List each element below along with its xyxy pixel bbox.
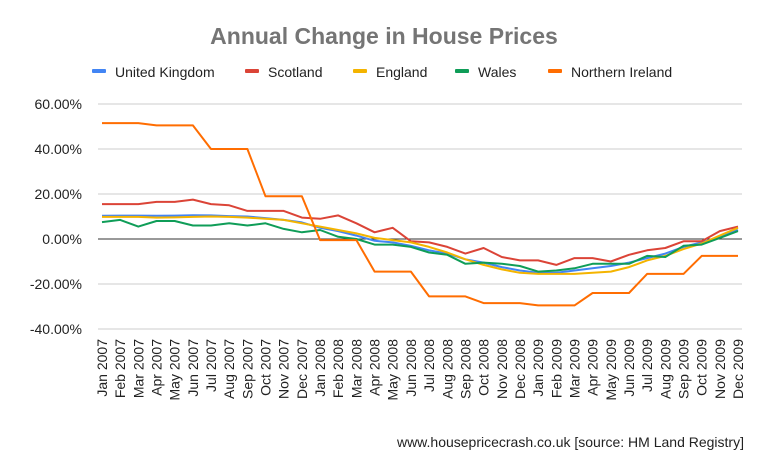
chart-title: Annual Change in House Prices: [210, 23, 558, 49]
x-tick-label: May 2009: [603, 339, 619, 401]
x-tick-label: Jan 2007: [94, 339, 110, 397]
x-tick-label: Jun 2009: [621, 339, 637, 397]
x-tick-label: Oct 2008: [476, 339, 492, 396]
y-tick-label: 60.00%: [35, 96, 82, 112]
series-line-england: [102, 215, 739, 275]
series-line-northern-ireland: [102, 122, 738, 307]
legend-swatch-united-kingdom: [92, 69, 106, 73]
x-tick-label: Sep 2007: [239, 339, 255, 399]
x-tick-label: Feb 2009: [548, 339, 564, 398]
y-tick-label: 40.00%: [35, 141, 82, 157]
legend-swatch-england: [353, 69, 367, 73]
x-tick-label: Apr 2007: [149, 339, 165, 396]
legend-label: Wales: [478, 64, 516, 80]
y-tick-label: 20.00%: [35, 186, 82, 202]
x-axis: Jan 2007 Feb 2007 Mar 2007 Apr 2007 May 2007…: [94, 339, 746, 401]
x-tick-label: May 2008: [385, 339, 401, 401]
series-line-wales: [101, 218, 739, 273]
x-tick-label: Apr 2008: [367, 339, 383, 396]
x-tick-label: Oct 2009: [694, 339, 710, 396]
x-tick-label: Sep 2008: [457, 339, 473, 399]
legend-label: United Kingdom: [115, 64, 215, 80]
y-tick-label: -20.00%: [30, 276, 82, 292]
x-tick-label: Aug 2008: [439, 339, 455, 399]
series-line-scotland: [102, 198, 739, 266]
series-lines: [101, 122, 739, 307]
source-note: www.housepricecrash.co.uk [source: HM La…: [396, 434, 744, 450]
x-tick-label: Feb 2008: [330, 339, 346, 398]
x-tick-label: Jul 2009: [639, 339, 655, 392]
legend-label: Scotland: [268, 64, 322, 80]
x-tick-label: Dec 2009: [730, 339, 746, 399]
x-tick-label: Jun 2007: [185, 339, 201, 397]
x-tick-label: Aug 2009: [657, 339, 673, 399]
x-tick-label: Jul 2008: [421, 339, 437, 392]
legend-swatch-northern-ireland: [548, 69, 562, 73]
legend-swatch-wales: [455, 69, 469, 73]
legend-label: Northern Ireland: [571, 64, 672, 80]
x-tick-label: Jan 2009: [530, 339, 546, 397]
y-axis: 60.00% 40.00% 20.00% 0.00% -20.00% -40.00%: [30, 96, 82, 337]
x-tick-label: Aug 2007: [221, 339, 237, 399]
x-tick-label: Nov 2009: [712, 339, 728, 399]
y-tick-label: 0.00%: [42, 231, 82, 247]
x-tick-label: Feb 2007: [112, 339, 128, 398]
x-tick-label: Nov 2008: [494, 339, 510, 399]
legend-swatch-scotland: [245, 69, 259, 73]
x-tick-label: Mar 2007: [130, 339, 146, 398]
x-tick-label: Mar 2008: [348, 339, 364, 398]
x-tick-label: Dec 2008: [512, 339, 528, 399]
x-tick-label: Apr 2009: [585, 339, 601, 396]
legend: United Kingdom Scotland England Wales Northe…: [92, 64, 672, 80]
x-tick-label: Mar 2009: [566, 339, 582, 398]
y-tick-label: -40.00%: [30, 321, 82, 337]
x-tick-label: Jun 2008: [403, 339, 419, 397]
x-tick-label: Sep 2009: [675, 339, 691, 399]
x-tick-label: Oct 2007: [258, 339, 274, 396]
x-tick-label: Jul 2007: [203, 339, 219, 392]
x-tick-label: Nov 2007: [276, 339, 292, 399]
legend-label: England: [376, 64, 427, 80]
x-tick-label: Jan 2008: [312, 339, 328, 397]
x-tick-label: Dec 2007: [294, 339, 310, 399]
x-tick-label: May 2007: [167, 339, 183, 401]
